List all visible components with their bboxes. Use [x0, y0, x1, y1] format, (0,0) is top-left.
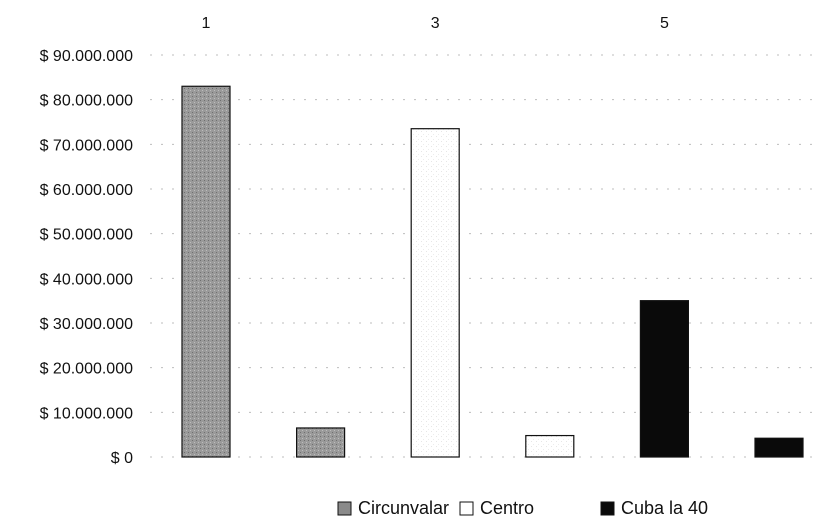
- bar-circunvalar: [181, 85, 231, 458]
- y-tick-label: $ 90.000.000: [40, 48, 134, 65]
- bar-centro: [525, 434, 575, 458]
- y-tick-label: $ 50.000.000: [40, 227, 134, 244]
- legend-item: Cuba la 40: [600, 498, 708, 518]
- legend-item: Centro: [459, 498, 534, 518]
- category-label: 3: [431, 15, 440, 32]
- category-labels: 1 3 5: [202, 15, 669, 32]
- legend-swatch: [600, 501, 615, 516]
- bar-cuba-la-40: [639, 300, 690, 458]
- legend-swatch: [459, 501, 474, 516]
- y-tick-label: $ 70.000.000: [40, 137, 134, 154]
- grid-lines: [150, 54, 820, 458]
- legend-swatch: [337, 501, 352, 516]
- bar-centro: [410, 128, 460, 458]
- bar-cuba-la-40: [754, 437, 804, 458]
- category-label: 5: [660, 15, 669, 32]
- legend-label: Centro: [480, 498, 534, 518]
- y-tick-label: $ 60.000.000: [40, 182, 134, 199]
- y-tick-label: $ 40.000.000: [40, 271, 134, 288]
- y-tick-label: $ 30.000.000: [40, 316, 134, 333]
- y-tick-label: $ 0: [111, 450, 133, 467]
- y-tick-label: $ 80.000.000: [40, 93, 134, 110]
- legend-item: Circunvalar: [337, 498, 449, 518]
- y-tick-label: $ 20.000.000: [40, 361, 134, 378]
- y-axis-ticks: $ 0 $ 10.000.000 $ 20.000.000 $ 30.000.000 $…: [40, 48, 134, 467]
- category-label: 1: [202, 15, 211, 32]
- legend-label: Circunvalar: [358, 498, 449, 518]
- bars: [181, 85, 804, 458]
- bar-circunvalar: [296, 427, 346, 458]
- legend-label: Cuba la 40: [621, 498, 708, 518]
- y-tick-label: $ 10.000.000: [40, 405, 134, 422]
- legend: Circunvalar Centro Cuba la 40: [337, 498, 708, 518]
